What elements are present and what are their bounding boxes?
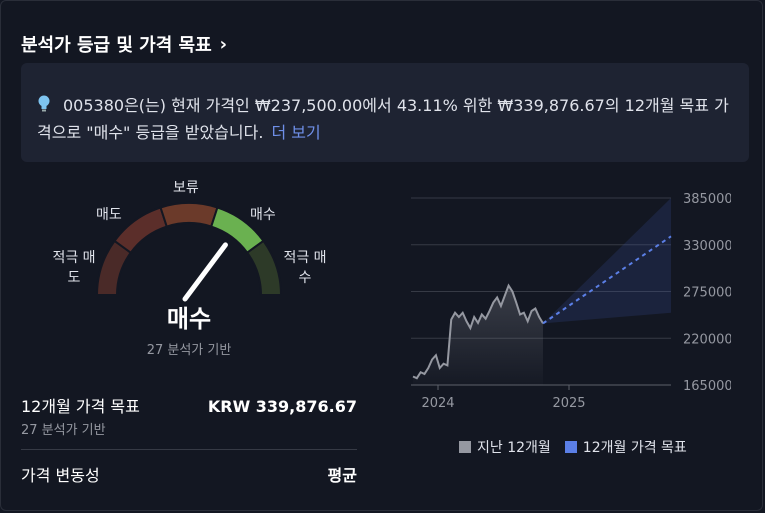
y-tick-label: 220000 (683, 332, 731, 347)
gauge-segment-strong-buy (245, 239, 283, 296)
legend-past-swatch (459, 441, 471, 453)
volatility-row: 가격 변동성 평균 (21, 462, 357, 486)
legend-target[interactable]: 12개월 가격 목표 (564, 437, 687, 457)
target-row: 12개월 가격 목표 KRW 339,876.67 (21, 393, 357, 417)
price-chart: 385000 330000 275000 220000 165000 2024 2025 (401, 181, 733, 421)
gauge-segment-neutral (159, 202, 219, 228)
gauge-needle (182, 242, 228, 302)
gauge-label-strong-buy: 적극 매 수 (283, 250, 327, 286)
target-range-cone (543, 198, 671, 324)
gauge-label-buy: 매수 (250, 207, 276, 223)
section-title[interactable]: 분석가 등급 및 가격 목표 › (21, 31, 227, 57)
target-value: KRW 339,876.67 (207, 397, 357, 416)
legend-past[interactable]: 지난 12개월 (459, 437, 551, 457)
target-price-line (542, 235, 672, 325)
y-tick-label: 275000 (683, 286, 731, 301)
legend-past-label: 지난 12개월 (477, 440, 551, 456)
divider (21, 449, 357, 450)
past-area (413, 285, 543, 385)
rating-summary-box: 005380은(는) 현재 가격인 ₩237,500.00에서 43.11% 위… (21, 63, 749, 162)
rating-gauge: 적극 매 도 매도 보류 매수 적극 매 수 (41, 173, 361, 363)
legend-target-swatch (564, 441, 577, 453)
target-basis: 27 분석가 기반 (21, 423, 106, 438)
chevron-right-icon: › (219, 33, 228, 55)
gauge-svg (95, 202, 283, 302)
past-price-line (412, 283, 544, 380)
target-label: 12개월 가격 목표 (21, 397, 140, 416)
rating-value: 매수 (166, 305, 212, 333)
gauge-label-neutral: 보류 (173, 180, 199, 196)
lightbulb-icon (37, 95, 55, 120)
gauge-label-strong-sell: 적극 매 도 (52, 250, 96, 286)
volatility-label: 가격 변동성 (21, 466, 100, 485)
x-tick-label: 2025 (552, 396, 585, 411)
chart-legend: 지난 12개월 12개월 가격 목표 (459, 437, 687, 457)
y-tick-label: 165000 (683, 379, 731, 394)
rating-summary-text: 005380은(는) 현재 가격인 ₩237,500.00에서 43.11% 위… (37, 96, 729, 142)
y-tick-label: 385000 (683, 192, 731, 207)
volatility-value: 평균 (327, 466, 357, 485)
section-title-text: 분석가 등급 및 가격 목표 (21, 35, 212, 56)
gauge-label-sell: 매도 (96, 207, 122, 223)
legend-target-label: 12개월 가격 목표 (582, 440, 687, 456)
more-link[interactable]: 더 보기 (271, 123, 321, 142)
gauge-segment-sell (113, 206, 169, 255)
x-tick-label: 2024 (421, 396, 454, 411)
price-chart-svg: 385000 330000 275000 220000 165000 2024 2025 (411, 192, 733, 411)
y-tick-label: 330000 (683, 239, 731, 254)
rating-basis: 27 분석가 기반 (146, 343, 232, 358)
